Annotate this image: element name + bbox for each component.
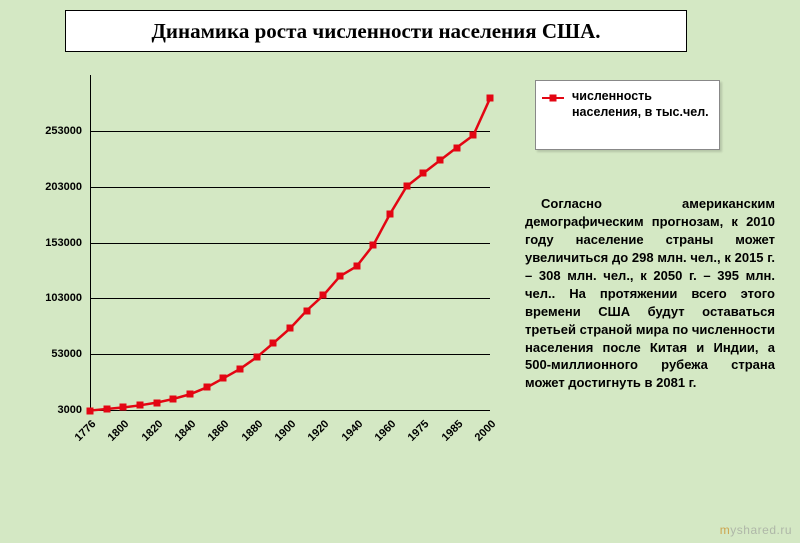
- x-tick-label: 1880: [239, 418, 265, 444]
- chart-legend: численность населения, в тыс.чел.: [535, 80, 720, 150]
- y-tick-label: 53000: [22, 348, 82, 360]
- data-point-marker: [403, 183, 410, 190]
- title-box: Динамика роста численности населения США…: [65, 10, 687, 52]
- watermark-accent: m: [720, 523, 731, 537]
- data-point-marker: [153, 399, 160, 406]
- data-point-marker: [320, 292, 327, 299]
- watermark: myshared.ru: [720, 523, 792, 537]
- population-chart: 3000530001030001530002030002530001776180…: [30, 70, 500, 465]
- x-tick-label: 1776: [73, 418, 99, 444]
- x-tick-label: 1960: [373, 418, 399, 444]
- x-tick-label: 1820: [139, 418, 165, 444]
- slide: Динамика роста численности населения США…: [0, 0, 800, 543]
- y-tick-label: 253000: [22, 125, 82, 137]
- y-tick-label: 3000: [22, 404, 82, 416]
- data-point-marker: [87, 407, 94, 414]
- data-point-marker: [420, 170, 427, 177]
- data-point-marker: [203, 384, 210, 391]
- series-line: [90, 75, 490, 410]
- data-point-marker: [387, 211, 394, 218]
- data-point-marker: [137, 402, 144, 409]
- plot-area: 3000530001030001530002030002530001776180…: [90, 75, 490, 410]
- y-tick-label: 103000: [22, 292, 82, 304]
- data-point-marker: [187, 391, 194, 398]
- x-tick-label: 1940: [339, 418, 365, 444]
- description-paragraph: Согласно американским демографическим пр…: [525, 195, 775, 392]
- data-point-marker: [470, 132, 477, 139]
- data-point-marker: [237, 365, 244, 372]
- legend-label: численность населения, в тыс.чел.: [572, 89, 713, 120]
- data-point-marker: [370, 242, 377, 249]
- data-point-marker: [353, 263, 360, 270]
- x-tick-label: 1900: [273, 418, 299, 444]
- y-tick-label: 153000: [22, 237, 82, 249]
- x-tick-label: 2000: [473, 418, 499, 444]
- watermark-post: yshared.ru: [730, 523, 792, 537]
- legend-swatch: [542, 92, 564, 104]
- data-point-marker: [487, 95, 494, 102]
- data-point-marker: [253, 354, 260, 361]
- x-tick-label: 1975: [406, 418, 432, 444]
- x-tick-label: 1860: [206, 418, 232, 444]
- data-point-marker: [303, 307, 310, 314]
- data-point-marker: [120, 404, 127, 411]
- data-point-marker: [287, 325, 294, 332]
- x-tick-label: 1800: [106, 418, 132, 444]
- page-title: Динамика роста численности населения США…: [151, 19, 600, 44]
- legend-square-icon: [550, 95, 557, 102]
- grid-line: [90, 410, 490, 411]
- x-tick-label: 1985: [439, 418, 465, 444]
- data-point-marker: [337, 273, 344, 280]
- data-point-marker: [453, 144, 460, 151]
- data-point-marker: [270, 340, 277, 347]
- data-point-marker: [437, 157, 444, 164]
- data-point-marker: [103, 405, 110, 412]
- data-point-marker: [220, 375, 227, 382]
- x-tick-label: 1840: [173, 418, 199, 444]
- y-tick-label: 203000: [22, 181, 82, 193]
- data-point-marker: [170, 395, 177, 402]
- x-tick-label: 1920: [306, 418, 332, 444]
